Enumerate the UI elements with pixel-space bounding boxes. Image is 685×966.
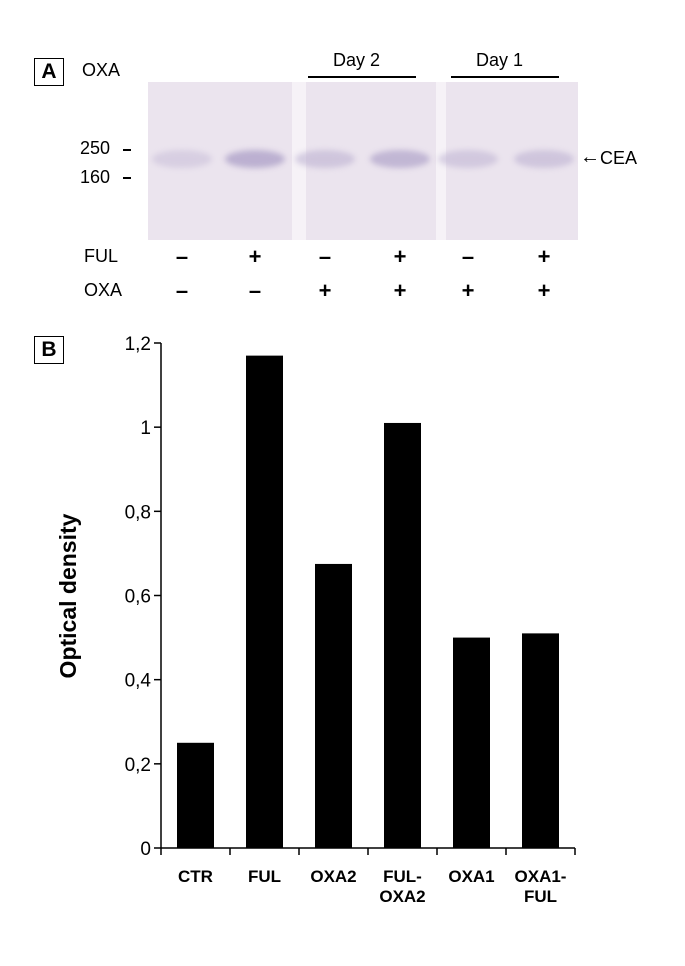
marker-160: 160 xyxy=(80,167,111,187)
bar xyxy=(177,742,214,848)
marker-tick-160 xyxy=(123,177,131,179)
oxa-sign: – xyxy=(248,278,262,303)
oxa-header: OXA xyxy=(82,60,121,80)
x-tick-label: OXA1-FUL xyxy=(515,867,567,906)
y-tick-label: 1,2 xyxy=(125,334,151,355)
ful-sign: + xyxy=(537,244,551,269)
protein-band xyxy=(370,150,430,168)
y-tick-label: 1 xyxy=(140,418,151,439)
y-tick-label: 0 xyxy=(140,839,151,860)
oxa-sign: + xyxy=(461,278,475,303)
row-label-oxa: OXA xyxy=(84,280,123,300)
bar xyxy=(453,637,490,848)
x-tick-label: FUL xyxy=(248,867,281,886)
x-tick-label: FUL-OXA2 xyxy=(379,867,425,906)
ful-sign: + xyxy=(393,244,407,269)
band-label-cea: CEA xyxy=(600,148,638,168)
bar xyxy=(522,633,559,848)
y-tick-label: 0,8 xyxy=(125,502,151,523)
bar xyxy=(315,563,352,848)
marker-250: 250 xyxy=(80,138,111,158)
x-tick-label: OXA1 xyxy=(448,867,494,886)
protein-band xyxy=(152,150,212,168)
marker-tick-250 xyxy=(123,149,131,151)
oxa-sign: – xyxy=(175,278,189,303)
group-line-day1 xyxy=(451,76,559,78)
lane-separator xyxy=(436,82,446,240)
bar xyxy=(246,355,283,848)
y-tick-label: 0,6 xyxy=(125,587,151,608)
band-arrow-icon: ← xyxy=(580,146,600,168)
protein-band xyxy=(438,150,498,168)
oxa-sign: + xyxy=(318,278,332,303)
y-axis-label: Optical density xyxy=(55,513,81,678)
bar xyxy=(384,422,421,848)
protein-band xyxy=(514,150,574,168)
ful-sign: – xyxy=(175,244,189,269)
x-tick-label: OXA2 xyxy=(310,867,356,886)
group-line-day2 xyxy=(308,76,416,78)
ful-sign: – xyxy=(318,244,332,269)
oxa-sign: + xyxy=(537,278,551,303)
x-tick-label: CTR xyxy=(178,867,213,886)
protein-band xyxy=(225,150,285,168)
panel-b-label: B xyxy=(34,336,64,364)
protein-band xyxy=(295,150,355,168)
oxa-sign: + xyxy=(393,278,407,303)
ful-sign: – xyxy=(461,244,475,269)
ful-sign: + xyxy=(248,244,262,269)
group-label-day2: Day 2 xyxy=(333,50,381,70)
y-tick-label: 0,2 xyxy=(125,755,151,776)
group-label-day1: Day 1 xyxy=(476,50,524,70)
y-tick-label: 0,4 xyxy=(125,671,152,692)
western-blot-gel xyxy=(148,82,578,240)
row-label-ful: FUL xyxy=(84,246,119,266)
panel-a-label: A xyxy=(34,58,64,86)
